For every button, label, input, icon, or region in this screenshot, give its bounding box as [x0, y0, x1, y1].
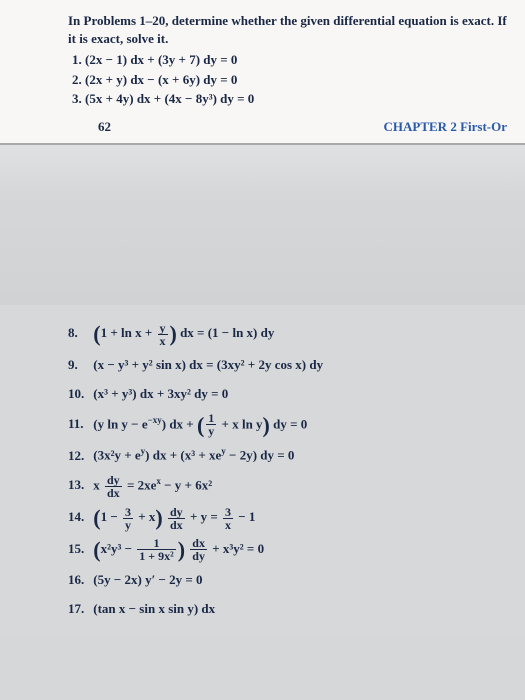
problem-item: 14. (1 − 3y + x) dydx + y = 3x − 1 — [68, 505, 507, 531]
problem-item: 3. (5x + 4y) dx + (4x − 8y³) dy = 0 — [72, 90, 507, 108]
top-problems-list: 1. (2x − 1) dx + (3y + 7) dy = 0 2. (2x +… — [68, 51, 507, 108]
page-top-section: In Problems 1–20, determine whether the … — [0, 0, 525, 145]
problem-item: 9. (x − y³ + y² sin x) dx = (3xy² + 2y c… — [68, 353, 507, 376]
page-gap — [0, 145, 525, 305]
problem-item: 1. (2x − 1) dx + (3y + 7) dy = 0 — [72, 51, 507, 69]
problem-item: 12. (3x²y + ey) dx + (x³ + xey − 2y) dy … — [68, 443, 507, 467]
problem-item: 15. (x²y³ − 11 + 9x²) dxdy + x³y² = 0 — [68, 537, 507, 563]
page-number: 62 — [98, 118, 111, 136]
problem-item: 2. (2x + y) dx − (x + 6y) dy = 0 — [72, 71, 507, 89]
instruction-text: In Problems 1–20, determine whether the … — [68, 12, 507, 47]
problem-item: 17. (tan x − sin x sin y) dx — [68, 597, 507, 620]
problem-item: 16. (5y − 2x) y′ − 2y = 0 — [68, 568, 507, 591]
page-bottom-section: 8. (1 + ln x + yx) dx = (1 − ln x) dy 9. … — [0, 305, 525, 637]
page-footer-row: 62 CHAPTER 2 First-Or — [68, 118, 507, 136]
chapter-label: CHAPTER 2 First-Or — [384, 118, 507, 136]
problem-item: 11. (y ln y − e−xy) dx + (1y + x ln y) d… — [68, 412, 507, 438]
problem-item: 13. x dydx = 2xex − y + 6x² — [68, 473, 507, 499]
problem-item: 10. (x³ + y³) dx + 3xy² dy = 0 — [68, 382, 507, 405]
problem-item: 8. (1 + ln x + yx) dx = (1 − ln x) dy — [68, 321, 507, 347]
